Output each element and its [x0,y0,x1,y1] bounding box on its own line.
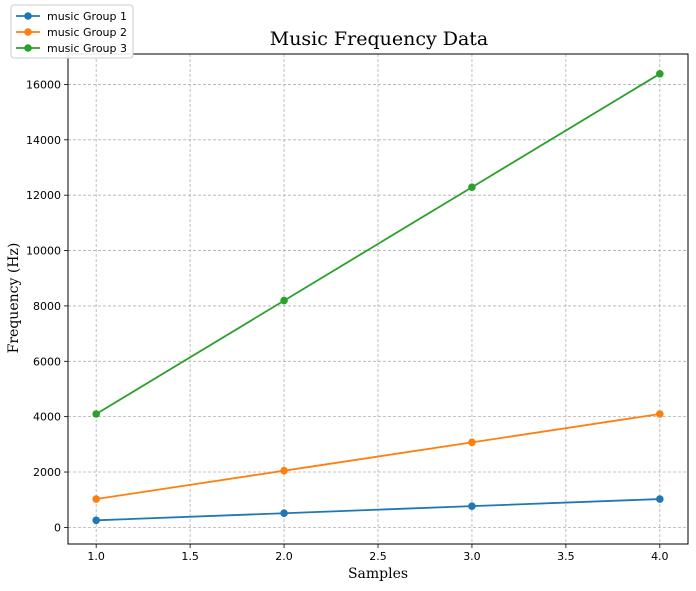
series-2 [92,410,664,503]
legend-swatch-marker [24,28,32,36]
y-tick-label: 4000 [33,411,61,424]
x-tick-label: 4.0 [651,550,669,563]
legend-box [10,4,134,59]
legend-swatch-marker [24,12,32,20]
series-line [95,73,661,415]
data-point [468,438,476,447]
y-tick-label: 16000 [26,78,61,91]
series-line [96,498,660,522]
data-point [280,509,288,518]
series-1 [92,495,664,525]
y-tick-label: 14000 [26,134,61,147]
plot-frame [67,53,689,545]
y-tick-label: 6000 [33,355,61,368]
legend-label: music Group 1 [47,10,127,23]
legend-swatch-marker [24,44,32,52]
chart-title: Music Frequency Data [270,28,489,50]
legend: music Group 1 music Group 2 music Group 3 [10,4,134,59]
data-point [92,516,100,525]
y-axis-label: Frequency (Hz) [6,243,22,354]
x-tick-label: 3.5 [557,550,575,563]
x-tick-label: 2.0 [275,550,293,563]
y-tick-label: 0 [54,521,61,534]
x-tick-label: 3.0 [463,550,481,563]
data-point [656,70,664,78]
data-point [92,495,100,503]
grid: 1.0 1.5 2.0 2.5 3.0 3.5 4.0 0 2000 4000 6000 8000 10… [26,54,688,563]
data-point [92,410,100,418]
legend-label: music Group 2 [47,26,127,39]
legend-label: music Group 3 [47,42,127,55]
y-tick-label: 10000 [26,245,61,258]
x-tick-label: 1.5 [181,550,199,563]
x-tick-label: 2.5 [369,550,387,563]
data-point [468,183,476,192]
y-tick-label: 8000 [33,300,61,313]
data-point [656,495,664,503]
data-point [280,466,288,475]
y-tick-label: 12000 [26,189,61,202]
data-point [468,502,476,510]
data-point [656,410,664,418]
series-line [96,413,660,500]
y-tick-label: 2000 [33,466,61,479]
series-3 [92,70,664,418]
x-axis-label: Samples [348,566,408,582]
data-point [280,296,288,305]
x-tick-label: 1.0 [87,550,105,563]
